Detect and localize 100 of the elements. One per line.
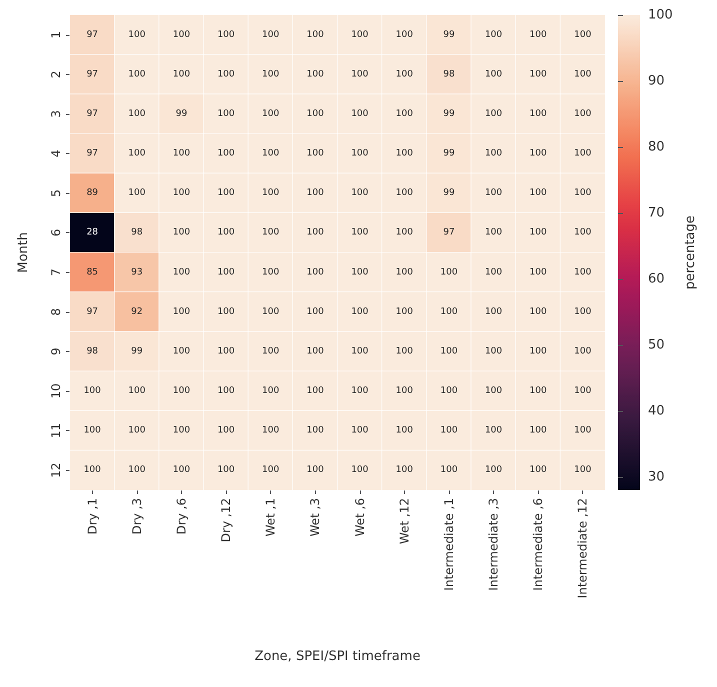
data-label: 100 <box>128 426 146 436</box>
data-label: 100 <box>172 30 190 40</box>
y-axis-title: Month <box>16 232 31 273</box>
data-label: 99 <box>443 148 455 159</box>
data-label: 100 <box>484 306 502 317</box>
data-label: 100 <box>306 188 324 198</box>
data-label: 100 <box>351 386 369 396</box>
data-label: 100 <box>574 306 592 317</box>
data-label: 100 <box>484 108 502 119</box>
data-label: 100 <box>530 426 547 436</box>
data-label: 100 <box>440 465 458 476</box>
data-label: 100 <box>530 228 547 238</box>
data-label: 100 <box>306 465 324 476</box>
data-label: 100 <box>351 69 369 80</box>
data-label: 100 <box>396 267 414 278</box>
data-label: 99 <box>443 30 455 40</box>
data-label: 100 <box>217 426 235 436</box>
data-label: 100 <box>530 386 547 396</box>
data-label: 100 <box>262 465 280 476</box>
data-label: 100 <box>396 228 414 238</box>
x-tick-label: Dry ,12 <box>219 498 234 542</box>
data-label: 100 <box>128 108 146 119</box>
data-label: 100 <box>306 108 324 119</box>
data-label: 100 <box>172 148 190 159</box>
data-label: 100 <box>262 30 280 40</box>
y-tick-label: 7 <box>49 268 63 276</box>
data-label: 100 <box>396 30 414 40</box>
data-label: 100 <box>262 267 280 278</box>
data-label: 100 <box>574 148 592 159</box>
data-label: 100 <box>262 386 280 396</box>
data-label: 99 <box>443 188 455 198</box>
data-label: 100 <box>396 386 414 396</box>
data-label: 100 <box>351 228 369 238</box>
data-label: 100 <box>396 346 414 356</box>
data-label: 100 <box>217 69 235 80</box>
data-label: 100 <box>217 306 235 317</box>
data-label: 99 <box>131 346 143 356</box>
data-label: 100 <box>217 188 235 198</box>
data-label: 100 <box>172 426 190 436</box>
data-label: 100 <box>172 465 190 476</box>
data-label: 100 <box>574 69 592 80</box>
y-tick-label: 3 <box>49 110 63 118</box>
data-label: 93 <box>131 267 143 278</box>
data-label: 100 <box>306 426 324 436</box>
x-tick-label: Intermediate ,12 <box>576 498 590 598</box>
data-label: 100 <box>262 306 280 317</box>
data-label: 100 <box>172 188 190 198</box>
data-label: 100 <box>306 30 324 40</box>
data-label: 100 <box>440 386 458 396</box>
data-label: 100 <box>440 426 458 436</box>
data-label: 98 <box>443 69 455 80</box>
data-label: 100 <box>484 148 502 159</box>
y-tick-label: 11 <box>49 422 63 438</box>
data-label: 100 <box>217 346 235 356</box>
data-label: 99 <box>443 108 455 119</box>
data-label: 100 <box>396 108 414 119</box>
color-bar-label: 70 <box>648 205 665 220</box>
data-label: 100 <box>530 108 547 119</box>
data-label: 100 <box>574 188 592 198</box>
data-label: 100 <box>217 386 235 396</box>
y-tick-label: 2 <box>49 70 63 78</box>
data-label: 100 <box>530 267 547 278</box>
color-bar-label: 60 <box>648 271 665 286</box>
data-label: 100 <box>484 228 502 238</box>
data-label: 100 <box>484 465 502 476</box>
x-tick-label: Dry ,1 <box>85 498 100 535</box>
data-label: 100 <box>484 346 502 356</box>
data-label: 100 <box>262 69 280 80</box>
data-label: 100 <box>484 188 502 198</box>
x-tick-label: Intermediate ,3 <box>486 498 501 591</box>
color-bar-label: 30 <box>648 469 665 484</box>
data-label: 100 <box>530 69 547 80</box>
data-label: 85 <box>86 267 98 278</box>
data-label: 100 <box>262 188 280 198</box>
data-label: 100 <box>262 228 280 238</box>
data-label: 100 <box>484 267 502 278</box>
color-bar-label: 40 <box>648 403 665 418</box>
color-bar-label: 50 <box>648 337 665 352</box>
data-label: 100 <box>262 426 280 436</box>
y-tick-label: 12 <box>49 462 63 478</box>
data-label: 100 <box>306 148 324 159</box>
data-label: 100 <box>172 306 190 317</box>
data-label: 98 <box>131 228 143 238</box>
data-label: 100 <box>306 228 324 238</box>
y-tick-label: 9 <box>49 348 63 356</box>
data-label: 100 <box>217 148 235 159</box>
data-label: 100 <box>574 30 592 40</box>
data-label: 100 <box>396 426 414 436</box>
data-label: 100 <box>217 30 235 40</box>
data-label: 100 <box>574 426 592 436</box>
y-tick-label: 10 <box>49 383 63 399</box>
data-label: 100 <box>217 267 235 278</box>
data-label: 100 <box>530 346 547 356</box>
color-bar-title: percentage <box>683 215 698 290</box>
y-tick-label: 4 <box>49 150 63 158</box>
data-label: 100 <box>396 465 414 476</box>
data-label: 100 <box>440 267 458 278</box>
data-label: 100 <box>306 267 324 278</box>
data-label: 100 <box>351 346 369 356</box>
color-bar-label: 80 <box>648 139 665 154</box>
